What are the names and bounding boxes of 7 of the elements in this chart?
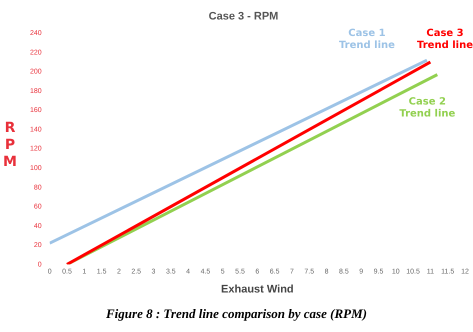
x-axis-title: Exhaust Wind <box>221 283 294 296</box>
text: Case 1 Trend line <box>338 28 396 52</box>
chart-title: Case 3 - RPM <box>208 10 278 23</box>
series-label: Case 2 Trend line <box>399 96 456 120</box>
caption: Figure 8 : Trend line comparison by case (RPM) <box>105 306 368 322</box>
series-label: Case 3 Trend line <box>417 28 473 52</box>
y-axis-title: RPM <box>3 120 17 170</box>
